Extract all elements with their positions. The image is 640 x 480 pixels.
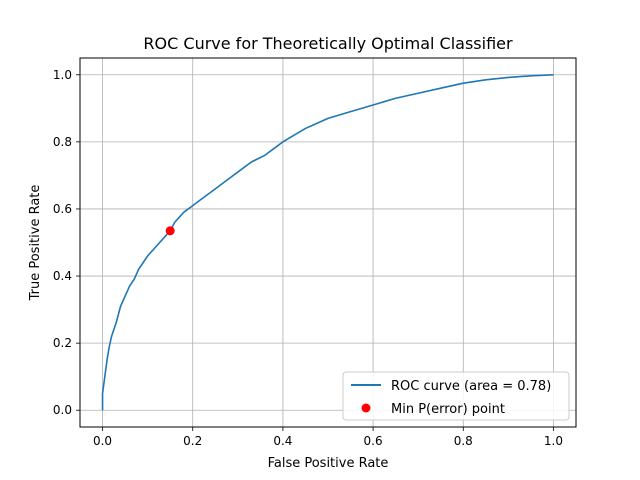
x-tick-label: 0.8: [454, 434, 473, 448]
y-ticks: 0.0 0.2 0.4 0.6 0.8 1.0: [53, 68, 80, 417]
y-tick-label: 0.2: [53, 336, 72, 350]
legend-label-min-point: Min P(error) point: [391, 402, 505, 417]
legend-label-roc: ROC curve (area = 0.78): [391, 379, 551, 394]
x-axis-label: False Positive Rate: [268, 456, 389, 471]
x-tick-label: 0.6: [364, 434, 383, 448]
y-tick-label: 1.0: [53, 68, 72, 82]
y-tick-label: 0.6: [53, 202, 72, 216]
y-tick-label: 0.4: [53, 269, 72, 283]
x-tick-label: 0.4: [273, 434, 292, 448]
x-tick-label: 1.0: [544, 434, 563, 448]
grid-lines: [80, 58, 576, 427]
roc-curve-line: [101, 73, 554, 411]
legend: ROC curve (area = 0.78) Min P(error) poi…: [342, 371, 570, 421]
x-tick-label: 0.2: [183, 434, 202, 448]
chart-title: ROC Curve for Theoretically Optimal Clas…: [143, 34, 513, 53]
plot-frame: [79, 57, 577, 428]
legend-box: [342, 371, 570, 421]
x-tick-label: 0.0: [93, 434, 112, 448]
x-ticks: 0.0 0.2 0.4 0.6 0.8 1.0: [93, 427, 563, 448]
min-error-point: [165, 226, 175, 236]
y-axis-label: True Positive Rate: [28, 185, 43, 302]
y-tick-label: 0.8: [53, 135, 72, 149]
y-tick-label: 0.0: [53, 403, 72, 417]
legend-marker-swatch: [361, 403, 371, 413]
